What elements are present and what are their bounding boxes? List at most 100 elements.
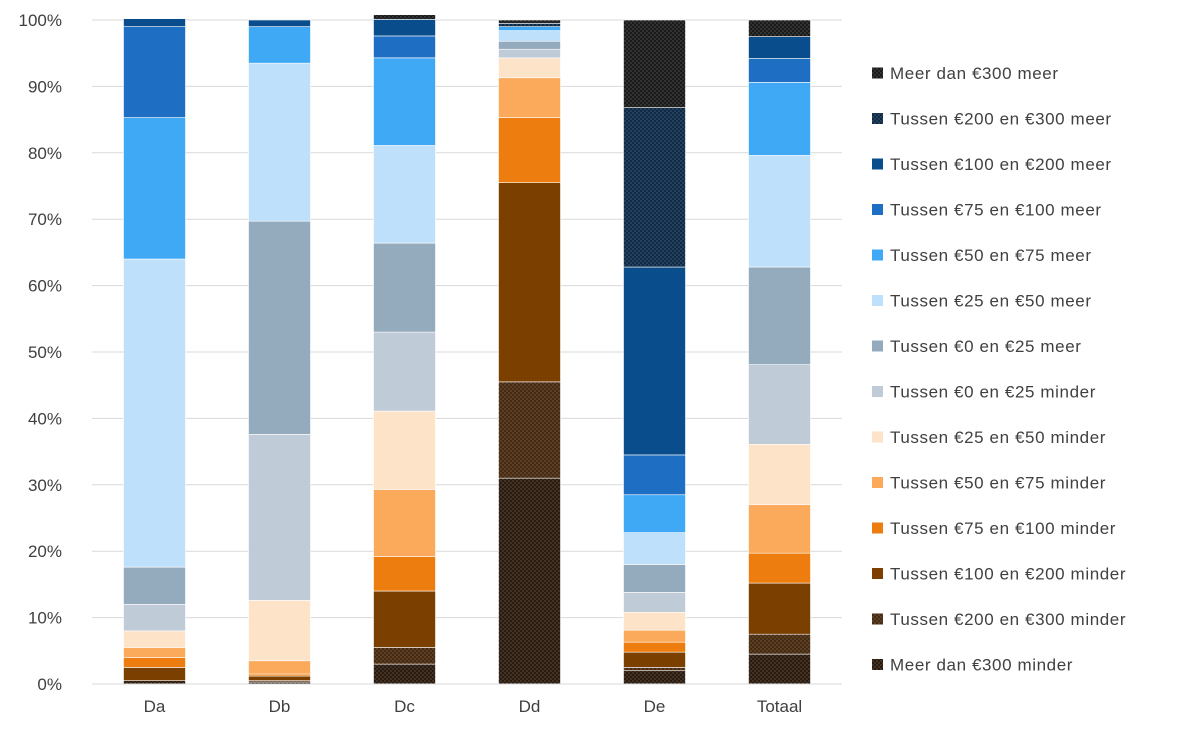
bar-segment <box>748 633 811 655</box>
bar-segment <box>498 57 561 79</box>
legend-label: Tussen €200 en €300 meer <box>890 110 1112 129</box>
y-tick-label: 50% <box>28 343 62 362</box>
legend-label: Tussen €50 en €75 minder <box>890 474 1106 493</box>
y-tick-label: 60% <box>28 277 62 296</box>
bar-segment <box>623 670 686 685</box>
bar-segment <box>123 18 186 27</box>
legend-item: Tussen €25 en €50 minder <box>872 428 1106 447</box>
bar-segment <box>498 48 561 59</box>
bar-segment <box>123 667 186 681</box>
bar-segment <box>248 220 311 435</box>
bar-segment <box>623 532 686 565</box>
bar-segment <box>748 36 811 59</box>
legend-swatch <box>872 568 883 579</box>
bar-segment <box>123 647 186 658</box>
legend-swatch <box>872 113 883 124</box>
bar-segment <box>373 331 436 412</box>
bar-segment <box>748 443 811 506</box>
legend-label: Meer dan €300 minder <box>890 656 1073 675</box>
bar-segment <box>498 77 561 118</box>
bar-segment <box>123 604 186 632</box>
bar-segment <box>498 182 561 383</box>
legend-swatch <box>872 295 883 306</box>
legend-label: Tussen €50 en €75 meer <box>890 246 1092 265</box>
legend-label: Tussen €75 en €100 meer <box>890 201 1102 220</box>
y-tick-label: 90% <box>28 77 62 96</box>
legend-swatch <box>872 659 883 670</box>
bar-segment <box>748 552 811 584</box>
legend-label: Tussen €0 en €25 meer <box>890 337 1082 356</box>
legend-item: Tussen €100 en €200 meer <box>872 155 1112 174</box>
legend-swatch <box>872 386 883 397</box>
bar-segment <box>123 117 186 260</box>
bar-segment <box>623 564 686 593</box>
bar-segment <box>623 266 686 456</box>
bar-segment <box>498 30 561 42</box>
y-tick-label: 20% <box>28 542 62 561</box>
bar-segment <box>248 62 311 222</box>
legend-label: Tussen €100 en €200 minder <box>890 565 1126 584</box>
x-tick-label: Dd <box>519 697 541 716</box>
bar-segment <box>373 556 436 592</box>
bar-segment <box>748 266 811 365</box>
bar-segment <box>623 651 686 668</box>
bar-segment <box>373 57 436 146</box>
bar-segment <box>248 19 311 27</box>
y-tick-label: 0% <box>37 675 62 694</box>
bar-segment <box>748 504 811 554</box>
bars <box>123 14 811 685</box>
bar-segment <box>623 19 686 108</box>
bar-segment <box>748 582 811 635</box>
legend-label: Tussen €25 en €50 minder <box>890 428 1106 447</box>
legend-item: Tussen €200 en €300 meer <box>872 110 1112 129</box>
legend-label: Tussen €75 en €100 minder <box>890 519 1116 538</box>
bar-segment <box>373 410 436 490</box>
legend-swatch <box>872 67 883 79</box>
bar-segment <box>373 145 436 244</box>
legend-swatch <box>872 477 883 488</box>
bar-segment <box>498 23 561 27</box>
legend-label: Tussen €0 en €25 minder <box>890 383 1096 402</box>
bar-segment <box>373 647 436 665</box>
y-tick-label: 80% <box>28 144 62 163</box>
legend-label: Tussen €25 en €50 meer <box>890 292 1092 311</box>
legend-item: Tussen €200 en €300 minder <box>872 610 1126 629</box>
bar-segment <box>373 19 436 37</box>
bar-segment <box>623 641 686 653</box>
legend-swatch <box>872 431 883 443</box>
bar-segment <box>248 675 311 681</box>
bar-segment <box>748 58 811 83</box>
legend-item: Meer dan €300 minder <box>872 656 1073 675</box>
legend-swatch <box>872 340 883 352</box>
y-tick-label: 100% <box>19 11 62 30</box>
bar-segment <box>123 258 186 568</box>
x-tick-label: Db <box>269 697 291 716</box>
bar-segment <box>373 489 436 557</box>
legend-label: Tussen €100 en €200 meer <box>890 155 1112 174</box>
legend-label: Tussen €200 en €300 minder <box>890 610 1126 629</box>
bar-segment <box>623 494 686 533</box>
bar-segment <box>123 657 186 668</box>
y-tick-label: 30% <box>28 476 62 495</box>
legend-swatch <box>872 522 883 534</box>
legend-label: Meer dan €300 meer <box>890 64 1059 83</box>
legend-item: Tussen €0 en €25 meer <box>872 337 1082 356</box>
bar-segment <box>623 629 686 643</box>
legend-item: Tussen €100 en €200 minder <box>872 565 1126 584</box>
bar-segment <box>498 40 561 50</box>
y-tick-label: 40% <box>28 409 62 428</box>
legend-item: Tussen €50 en €75 meer <box>872 246 1092 265</box>
bar-segment <box>373 35 436 59</box>
bar-segment <box>123 26 186 118</box>
bar-segment <box>373 14 436 20</box>
legend-swatch <box>872 249 883 261</box>
bar-segment <box>498 117 561 183</box>
x-tick-label: De <box>644 697 666 716</box>
bar-segment <box>248 600 311 662</box>
legend: Meer dan €300 meer Tussen €200 en €300 me… <box>872 64 1126 675</box>
bar-segment <box>623 667 686 672</box>
legend-swatch <box>872 204 883 215</box>
gridlines <box>92 19 842 685</box>
